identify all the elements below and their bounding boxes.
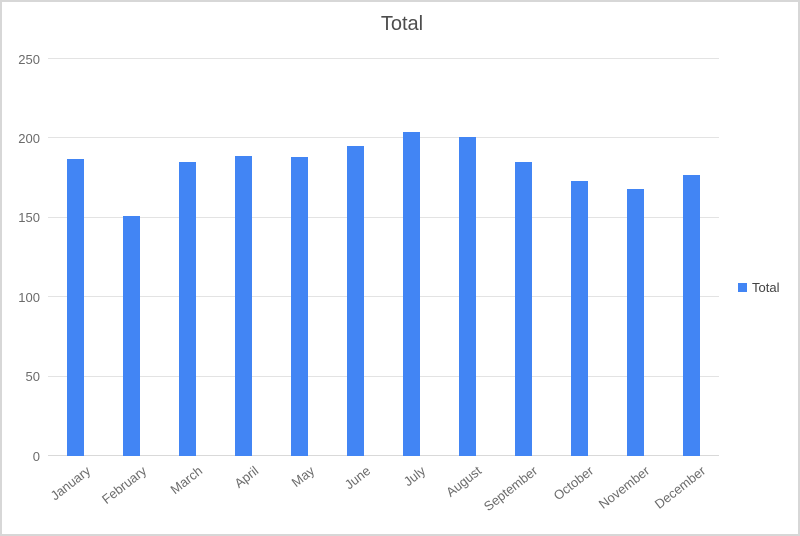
gridline-100 (48, 296, 719, 298)
bar-june[interactable] (347, 146, 365, 456)
x-axis-label-may: May (288, 463, 317, 490)
x-axis-label-march: March (167, 463, 206, 498)
bar-october[interactable] (570, 181, 588, 456)
bar-december[interactable] (682, 174, 700, 456)
gridline-250 (48, 58, 719, 59)
y-axis-tick-100: 100 (18, 289, 40, 305)
y-axis-tick-250: 250 (18, 51, 40, 67)
x-axis-label-february: February (98, 463, 150, 507)
bar-march[interactable] (179, 162, 197, 456)
bar-april[interactable] (235, 155, 253, 456)
y-axis-tick-200: 200 (18, 130, 40, 146)
x-axis-label-october: October (550, 463, 597, 504)
bar-september[interactable] (514, 162, 532, 456)
bar-january[interactable] (67, 159, 85, 456)
x-axis-label-september: September (481, 463, 541, 514)
x-axis-label-january: January (47, 463, 94, 504)
x-axis-label-june: June (341, 463, 373, 493)
x-axis-label-july: July (401, 463, 429, 490)
bar-may[interactable] (291, 157, 309, 456)
legend-item-total[interactable]: Total (738, 281, 779, 294)
legend-label: Total (752, 280, 780, 295)
y-axis-tick-150: 150 (18, 210, 40, 226)
y-axis-tick-50: 50 (25, 369, 40, 385)
gridline-50 (48, 375, 719, 377)
x-axis-label-april: April (231, 463, 261, 491)
y-axis-tick-0: 0 (32, 448, 40, 464)
bar-november[interactable] (626, 189, 644, 456)
gridline-200 (48, 137, 719, 139)
plot-area (48, 58, 719, 456)
x-axis-label-august: August (443, 463, 485, 500)
gridline-150 (48, 216, 719, 218)
bar-february[interactable] (123, 216, 141, 456)
gridline-0 (48, 455, 719, 456)
x-axis-label-november: November (595, 463, 653, 512)
bar-august[interactable] (458, 136, 476, 456)
legend-swatch-icon (738, 283, 747, 292)
bar-july[interactable] (402, 132, 420, 456)
x-axis-label-december: December (651, 463, 709, 512)
chart-title: Total (380, 13, 424, 35)
